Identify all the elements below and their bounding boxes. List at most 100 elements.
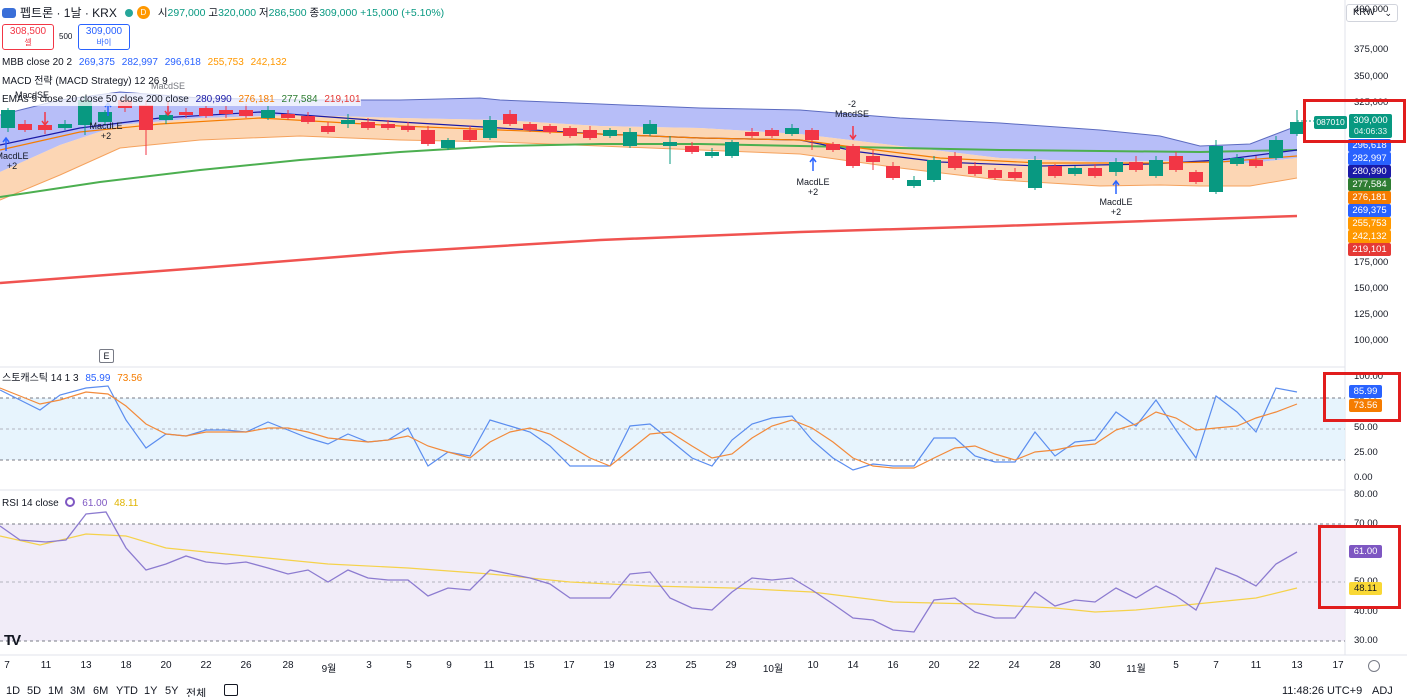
time-axis-label: 11월: [1126, 664, 1146, 675]
price-axis-label: 150,000: [1354, 283, 1389, 294]
stoch-legend[interactable]: 스토캐스틱 14 1 3 85.99 73.56: [2, 372, 142, 385]
price-axis-label: 125,000: [1354, 309, 1389, 320]
candle-body: [281, 114, 295, 118]
symbol-name[interactable]: 펩트론 · 1날 · KRX: [20, 6, 117, 20]
candle-body: [765, 130, 779, 136]
rsi-value-tag: 48.11: [1349, 582, 1382, 595]
earnings-marker[interactable]: E: [99, 349, 114, 363]
calendar-icon[interactable]: [224, 684, 238, 696]
time-axis-label: 28: [282, 660, 294, 671]
signal-macdse-2: MacdSE: [148, 81, 188, 91]
currency-select[interactable]: KRW ⌄: [1346, 4, 1398, 22]
price-level-tag: 276,181: [1348, 191, 1391, 204]
candle-body: [1048, 166, 1062, 176]
candle-body: [1088, 168, 1102, 176]
price-level-tag: 277,584: [1348, 178, 1391, 191]
price-level-tag: 282,997: [1348, 152, 1391, 165]
timeframe-button[interactable]: 5D: [27, 685, 42, 697]
adjust-toggle[interactable]: ADJ: [1372, 685, 1393, 697]
rsi-legend[interactable]: RSI 14 close 61.00 48.11: [2, 497, 138, 510]
time-axis-label: 22: [968, 660, 980, 671]
price-axis-label: 400,000: [1354, 4, 1389, 15]
bollinger-lower-fill: [0, 115, 1297, 200]
signal-qty: +2: [6, 161, 18, 171]
signal-qty: +2: [807, 187, 819, 197]
emas-legend-label: EMAs 9 close 20 close 50 close 200 close: [2, 94, 189, 105]
signal-arrow-head-icon: [41, 120, 49, 127]
mbb-legend-label: MBB close 20 2: [2, 57, 73, 68]
timeframe-button[interactable]: YTD: [116, 685, 138, 697]
price-level-tag: 219,101: [1348, 243, 1391, 256]
candle-body: [886, 166, 900, 178]
candle-body: [301, 116, 315, 122]
clock-readout[interactable]: 11:48:26 UTC+9: [1282, 685, 1363, 697]
signal-arrow-head-icon: [1112, 179, 1120, 186]
timeframe-button[interactable]: 전체: [186, 688, 207, 697]
candle-body: [1109, 162, 1123, 172]
time-axis-label: 22: [200, 660, 212, 671]
candle-body: [988, 170, 1002, 178]
timeframe-button[interactable]: 1Y: [144, 685, 158, 697]
signal-macdle-3: MacdLE +2: [1096, 197, 1136, 217]
candle-body: [1, 110, 15, 128]
candle-body: [58, 124, 72, 128]
mbb-value-2: 282,997: [121, 57, 158, 68]
time-axis-label: 16: [887, 660, 899, 671]
highlight-frame-price: [1303, 99, 1406, 143]
signal-label: MacdLE: [0, 151, 29, 161]
axis-settings-icon[interactable]: [1368, 660, 1380, 672]
timeframe-button[interactable]: 5Y: [165, 685, 179, 697]
candle-body: [1209, 146, 1223, 192]
sell-button[interactable]: 308,500 셀: [2, 24, 54, 50]
candle-body: [1189, 172, 1203, 182]
candle-body: [139, 105, 153, 130]
signal-macdse-3: -2 MacdSE: [832, 99, 872, 119]
signal-qty: +2: [100, 131, 112, 141]
macd-legend[interactable]: MACD 전략 (MACD Strategy) 12 26 9: [2, 75, 168, 88]
rsi-value: 61.00: [82, 498, 108, 509]
signal-qty: -2: [847, 99, 856, 109]
candle-body: [805, 130, 819, 140]
price-level-tag: 280,990: [1348, 165, 1391, 178]
time-axis-label: 17: [563, 660, 575, 671]
mbb-value-4: 255,753: [207, 57, 244, 68]
time-axis-label: 24: [1008, 660, 1020, 671]
mbb-legend[interactable]: MBB close 20 2 269,375 282,997 296,618 2…: [2, 56, 287, 69]
stoch-axis-label: 50.00: [1354, 422, 1378, 433]
timeframe-button[interactable]: 3M: [70, 685, 86, 697]
candle-body: [1028, 160, 1042, 188]
stoch-value-tag: 73.56: [1349, 399, 1382, 412]
signal-qty: +2: [1110, 207, 1122, 217]
candle-body: [159, 115, 173, 120]
candle-body: [98, 112, 112, 122]
timeframe-button[interactable]: 1D: [6, 685, 21, 697]
signal-arrow-head-icon: [809, 156, 817, 163]
candle-body: [543, 126, 557, 132]
timeframe-button[interactable]: 1M: [48, 685, 64, 697]
candle-body: [927, 160, 941, 180]
tradingview-logo-icon[interactable]: TV: [4, 632, 21, 649]
signal-arrow-head-icon: [2, 136, 10, 143]
candle-body: [785, 128, 799, 134]
time-axis-label: 19: [603, 660, 615, 671]
last-price-symbol-code: 087010: [1314, 116, 1347, 129]
time-axis-label: 9: [446, 660, 452, 671]
time-axis-label: 11: [1250, 660, 1262, 671]
rsi-axis-label: 40.00: [1354, 606, 1378, 617]
candle-body: [381, 124, 395, 128]
price-axis-label: 175,000: [1354, 257, 1389, 268]
timeframe-button[interactable]: 6M: [93, 685, 109, 697]
buy-button[interactable]: 309,000 바이: [78, 24, 130, 50]
highlight-frame-rsi: [1318, 525, 1401, 609]
time-axis-label: 7: [4, 660, 10, 671]
rsi-settings-icon[interactable]: [65, 497, 76, 507]
market-status-badge: D: [136, 6, 150, 19]
sell-price: 308,500: [9, 26, 47, 37]
ema-value-1: 280,990: [195, 94, 232, 105]
signal-arrow-head-icon: [164, 110, 172, 117]
emas-legend[interactable]: EMAs 9 close 20 close 50 close 200 close…: [2, 93, 361, 106]
candle-body: [663, 142, 677, 146]
time-axis-label: 23: [645, 660, 657, 671]
time-axis-label: 18: [120, 660, 132, 671]
candle-body: [1068, 168, 1082, 174]
